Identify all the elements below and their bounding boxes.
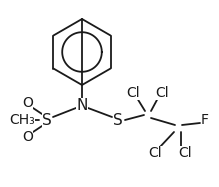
Text: S: S bbox=[42, 113, 52, 128]
Text: F: F bbox=[201, 113, 209, 127]
Text: Cl: Cl bbox=[148, 146, 162, 160]
Text: O: O bbox=[23, 96, 34, 110]
Text: O: O bbox=[23, 130, 34, 144]
Text: Cl: Cl bbox=[155, 86, 169, 100]
Text: CH₃: CH₃ bbox=[9, 113, 35, 127]
Text: S: S bbox=[113, 113, 123, 128]
Text: Cl: Cl bbox=[126, 86, 140, 100]
Text: Cl: Cl bbox=[178, 146, 192, 160]
Text: N: N bbox=[76, 97, 88, 113]
